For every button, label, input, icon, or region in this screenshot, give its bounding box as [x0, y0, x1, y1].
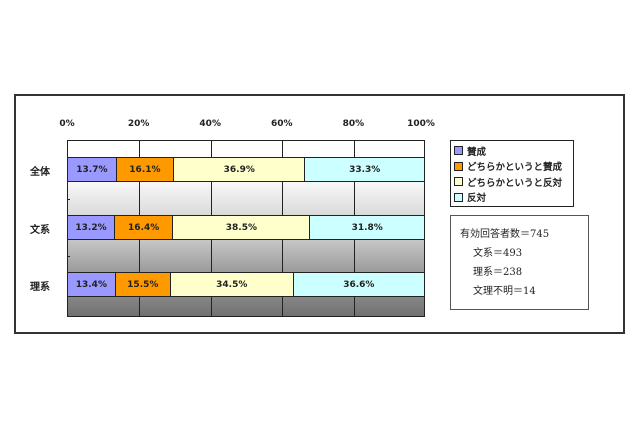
x-tick-60: 60%	[271, 119, 293, 129]
seg-rikei-sansei: 13.4%	[68, 273, 116, 296]
band-top	[68, 141, 424, 158]
legend-swatch-icon	[454, 192, 463, 202]
category-label-rikei: 理系	[30, 282, 50, 293]
legend-label: 賛成	[467, 146, 487, 158]
seg-rikei-hantai: 36.6%	[293, 273, 424, 296]
x-tick-0: 0%	[59, 119, 75, 129]
bar-rikei: 13.4% 15.5% 34.5% 36.6%	[68, 272, 424, 297]
band-3	[68, 296, 424, 316]
category-label-bunkei: 文系	[30, 225, 50, 236]
legend-item-sansei: 賛成	[454, 143, 570, 159]
legend: 賛成 どちらかというと賛成 どちらかというと反対 反対	[450, 140, 574, 207]
legend-label: どちらかというと反対	[467, 177, 563, 189]
y-tick-mark	[67, 199, 70, 200]
seg-zentai-sansei: 13.7%	[68, 158, 117, 181]
total-respondents: 有効回答者数＝745	[460, 229, 550, 240]
plot-area: 13.7% 16.1% 36.9% 33.3% 13.2% 16.4% 38.5…	[67, 140, 425, 317]
bunkei-count: 文系＝493	[473, 248, 523, 259]
seg-rikei-yaya-sansei: 15.5%	[115, 273, 171, 296]
legend-swatch-icon	[454, 177, 463, 187]
legend-label: どちらかというと賛成	[467, 162, 563, 174]
band-1	[68, 182, 424, 216]
x-tick-80: 80%	[342, 119, 365, 129]
bar-bunkei: 13.2% 16.4% 38.5% 31.8%	[68, 215, 424, 240]
x-tick-40: 40%	[199, 119, 221, 129]
seg-rikei-yaya-hantai: 34.5%	[170, 273, 294, 296]
band-2	[68, 239, 424, 273]
seg-zentai-hantai: 33.3%	[305, 158, 424, 181]
legend-swatch-icon	[454, 161, 463, 171]
legend-swatch-icon	[454, 146, 463, 156]
seg-bunkei-hantai: 31.8%	[310, 216, 424, 239]
x-tick-20: 20%	[127, 119, 150, 129]
respondent-info-box: 有効回答者数＝745 文系＝493 理系＝238 文理不明＝14	[450, 215, 589, 310]
x-tick-100: 100%	[407, 119, 435, 129]
legend-label: 反対	[467, 193, 487, 205]
seg-bunkei-sansei: 13.2%	[68, 216, 115, 239]
category-label-zentai: 全体	[30, 167, 50, 178]
rikei-count: 理系＝238	[473, 267, 523, 278]
y-tick-mark	[67, 256, 70, 257]
unknown-count: 文理不明＝14	[473, 286, 536, 297]
seg-zentai-yaya-hantai: 36.9%	[174, 158, 306, 181]
legend-item-yaya-sansei: どちらかというと賛成	[454, 159, 570, 175]
seg-zentai-yaya-sansei: 16.1%	[116, 158, 175, 181]
bar-zentai: 13.7% 16.1% 36.9% 33.3%	[68, 157, 424, 182]
legend-item-yaya-hantai: どちらかというと反対	[454, 174, 570, 190]
legend-item-hantai: 反対	[454, 190, 570, 206]
seg-bunkei-yaya-hantai: 38.5%	[173, 216, 311, 239]
seg-bunkei-yaya-sansei: 16.4%	[114, 216, 174, 239]
